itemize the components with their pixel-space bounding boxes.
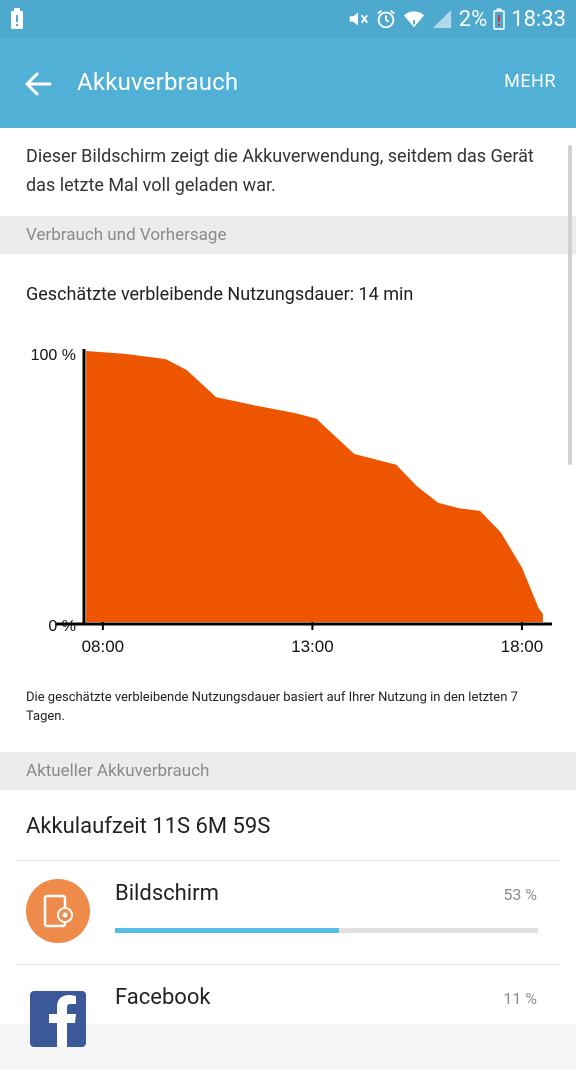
app-row-bildschirm[interactable]: Bildschirm 53 % [0,861,576,965]
page-title: Akkuverbrauch [77,68,239,96]
x-tick-label: 13:00 [291,637,334,656]
intro-text: Dieser Bildschirm zeigt die Akkuverwendu… [26,146,534,196]
section-title-usage: Verbrauch und Vorhersage [26,225,227,245]
app-row-facebook[interactable]: Facebook 11 % [0,965,576,1069]
facebook-icon [30,991,86,1047]
app-name: Bildschirm [115,881,219,906]
battery-percent: 2% [458,6,488,32]
x-tick-label: 08:00 [82,637,125,656]
usage-bar-fill [115,928,340,933]
battery-runtime: Akkulaufzeit 11S 6M 59S [26,814,271,839]
mute-icon [349,12,368,26]
battery-level-area [86,351,543,622]
arrow-left-icon[interactable] [18,64,58,104]
intro-panel: Dieser Bildschirm zeigt die Akkuverwendu… [0,128,576,216]
more-button[interactable]: MEHR [504,71,556,92]
screen-icon [26,879,90,943]
app-bar: Akkuverbrauch MEHR [0,38,576,128]
alarm-icon [376,10,395,29]
app-percent: 11 % [503,989,537,1008]
wifi-icon [403,11,424,28]
battery-alert-icon [11,8,23,29]
usage-bar-track [115,928,538,933]
section-header-usage: Verbrauch und Vorhersage [0,216,576,254]
battery-usage-chart: 100 % 0 % 08:00 13:00 18:00 [31,347,552,656]
x-tick-label: 18:00 [501,637,544,656]
scrollbar[interactable] [568,145,572,465]
app-name: Facebook [115,985,211,1010]
app-percent: 53 % [503,885,537,904]
divider [16,964,559,965]
current-usage-card: Akkulaufzeit 11S 6M 59S Bildschirm 53 % … [0,790,576,1047]
estimate-note: Die geschätzte verbleibende Nutzungsdaue… [26,690,518,724]
usage-card: Geschätzte verbleibende Nutzungsdauer: 1… [0,254,576,752]
estimated-remaining-time: Geschätzte verbleibende Nutzungsdauer: 1… [26,284,414,305]
section-header-current: Aktueller Akkuverbrauch [0,752,576,790]
battery-low-icon [493,8,505,30]
status-bar: 2% 18:33 [0,0,576,38]
section-title-current: Aktueller Akkuverbrauch [26,761,210,781]
signal-icon [432,9,451,29]
clock: 18:33 [511,6,566,32]
divider [16,860,559,861]
y-tick-label: 100 % [31,347,76,364]
y-tick-label: 0 % [48,618,76,635]
